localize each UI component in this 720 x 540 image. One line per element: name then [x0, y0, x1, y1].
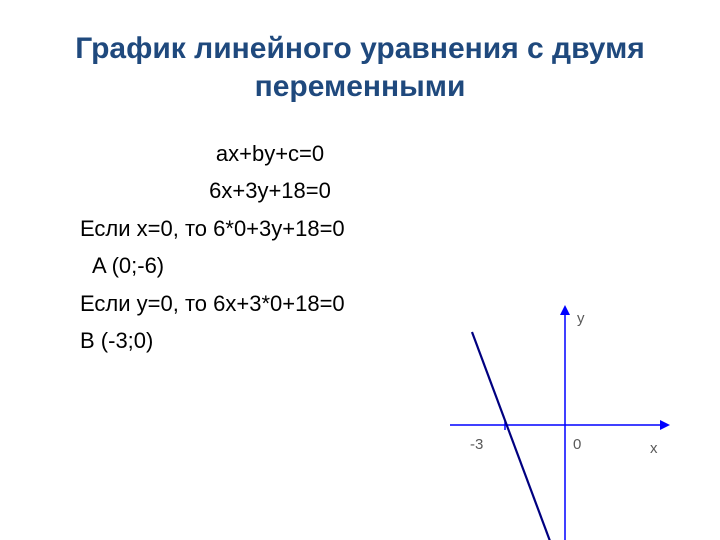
- y-axis-arrow-icon: [560, 305, 570, 315]
- chart-container: y x 0 -3 -6: [450, 305, 670, 540]
- eq-specific: 6x+3y+18=0: [40, 172, 500, 209]
- x-axis-arrow-icon: [660, 420, 670, 430]
- tick-label-minus3: -3: [470, 436, 483, 453]
- graph-line: [472, 332, 572, 540]
- eq-general: ax+by+c=0: [40, 135, 500, 172]
- y-axis-label: y: [577, 310, 585, 327]
- point-a: A (0;-6): [40, 247, 680, 284]
- line-chart: y x 0 -3 -6: [450, 305, 670, 540]
- content-area: ax+by+c=0 6x+3y+18=0 Если x=0, то 6*0+3y…: [40, 135, 680, 359]
- origin-label: 0: [573, 436, 581, 453]
- x-axis-label: x: [650, 440, 658, 457]
- page-title: График линейного уравнения с двумя перем…: [40, 30, 680, 105]
- case-x0: Если x=0, то 6*0+3y+18=0: [40, 210, 680, 247]
